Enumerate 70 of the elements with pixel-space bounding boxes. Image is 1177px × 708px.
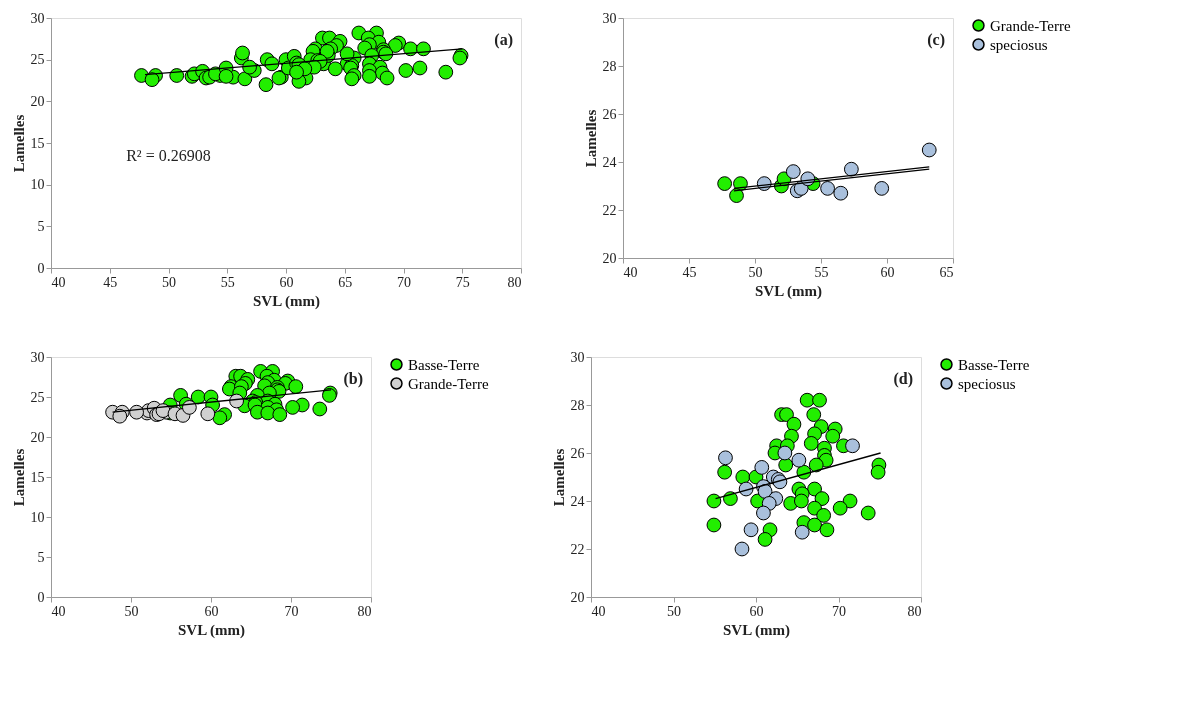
y-tick-label: 25 <box>30 389 45 405</box>
y-tick-label: 5 <box>37 549 45 565</box>
y-tick-label: 30 <box>30 349 45 365</box>
y-tick-label: 20 <box>30 429 45 445</box>
x-axis-title: SVL (mm) <box>177 621 246 639</box>
x-axis-title: SVL (mm) <box>754 282 823 300</box>
x-tick-label: 80 <box>507 274 522 290</box>
x-tick-label: 50 <box>667 603 681 619</box>
x-tick-label: 60 <box>279 274 294 290</box>
x-tick-label: 40 <box>51 274 66 290</box>
x-tick-label: 65 <box>338 274 353 290</box>
y-tick-label: 28 <box>570 397 585 413</box>
annotation: R² = 0.26908 <box>126 146 211 164</box>
x-axis-title: SVL (mm) <box>722 621 791 639</box>
x-tick-label: 70 <box>397 274 411 290</box>
y-tick-label: 26 <box>570 445 585 461</box>
y-tick-label: 20 <box>30 93 45 109</box>
y-tick-label: 28 <box>602 58 617 74</box>
legend-label: Grande-Terre <box>990 17 1071 34</box>
y-tick-label: 25 <box>30 52 45 68</box>
x-tick-label: 80 <box>907 603 922 619</box>
x-tick-label: 40 <box>51 603 66 619</box>
y-tick-label: 30 <box>30 10 45 26</box>
y-tick-label: 20 <box>570 589 585 605</box>
x-tick-label: 70 <box>832 603 846 619</box>
y-tick-label: 24 <box>570 493 585 509</box>
x-tick-label: 40 <box>623 264 638 280</box>
y-tick-label: 24 <box>602 154 617 170</box>
y-tick-label: 0 <box>37 589 45 605</box>
x-tick-label: 60 <box>749 603 764 619</box>
y-tick-label: 10 <box>30 509 45 525</box>
legend-label: Grande-Terre <box>408 375 489 392</box>
x-tick-label: 70 <box>284 603 299 619</box>
y-tick-label: 15 <box>30 135 45 151</box>
annotation: (a) <box>494 31 513 49</box>
y-axis-title: Lamelles <box>582 109 599 168</box>
y-tick-label: 0 <box>37 260 45 276</box>
x-axis-title: SVL (mm) <box>252 292 321 310</box>
x-tick-label: 45 <box>682 264 697 280</box>
x-tick-label: 40 <box>591 603 606 619</box>
legend-label: speciosus <box>958 375 1016 392</box>
x-tick-label: 80 <box>357 603 372 619</box>
y-axis-title: Lamelles <box>10 114 27 173</box>
y-tick-label: 20 <box>602 250 617 266</box>
y-tick-label: 26 <box>602 106 617 122</box>
x-tick-label: 60 <box>204 603 219 619</box>
x-tick-label: 55 <box>814 264 829 280</box>
legend-label: Basse-Terre <box>958 356 1030 373</box>
legend-label: Basse-Terre <box>408 356 480 373</box>
x-tick-label: 55 <box>220 274 235 290</box>
x-tick-label: 65 <box>939 264 954 280</box>
x-tick-label: 75 <box>455 274 470 290</box>
y-axis-title: Lamelles <box>550 448 567 507</box>
y-tick-label: 30 <box>602 10 617 26</box>
y-tick-label: 30 <box>570 349 585 365</box>
y-tick-label: 15 <box>30 469 45 485</box>
x-tick-label: 50 <box>124 603 139 619</box>
x-tick-label: 45 <box>103 274 118 290</box>
annotation: (c) <box>927 31 945 49</box>
y-axis-title: Lamelles <box>10 448 27 507</box>
y-tick-label: 22 <box>570 541 585 557</box>
annotation: (d) <box>893 370 913 388</box>
x-tick-label: 50 <box>162 274 176 290</box>
y-tick-label: 22 <box>602 202 617 218</box>
annotation: (b) <box>343 370 363 388</box>
legend-label: speciosus <box>990 36 1048 53</box>
x-tick-label: 50 <box>748 264 763 280</box>
y-tick-label: 5 <box>37 218 45 234</box>
y-tick-label: 10 <box>30 177 45 193</box>
x-tick-label: 60 <box>880 264 895 280</box>
